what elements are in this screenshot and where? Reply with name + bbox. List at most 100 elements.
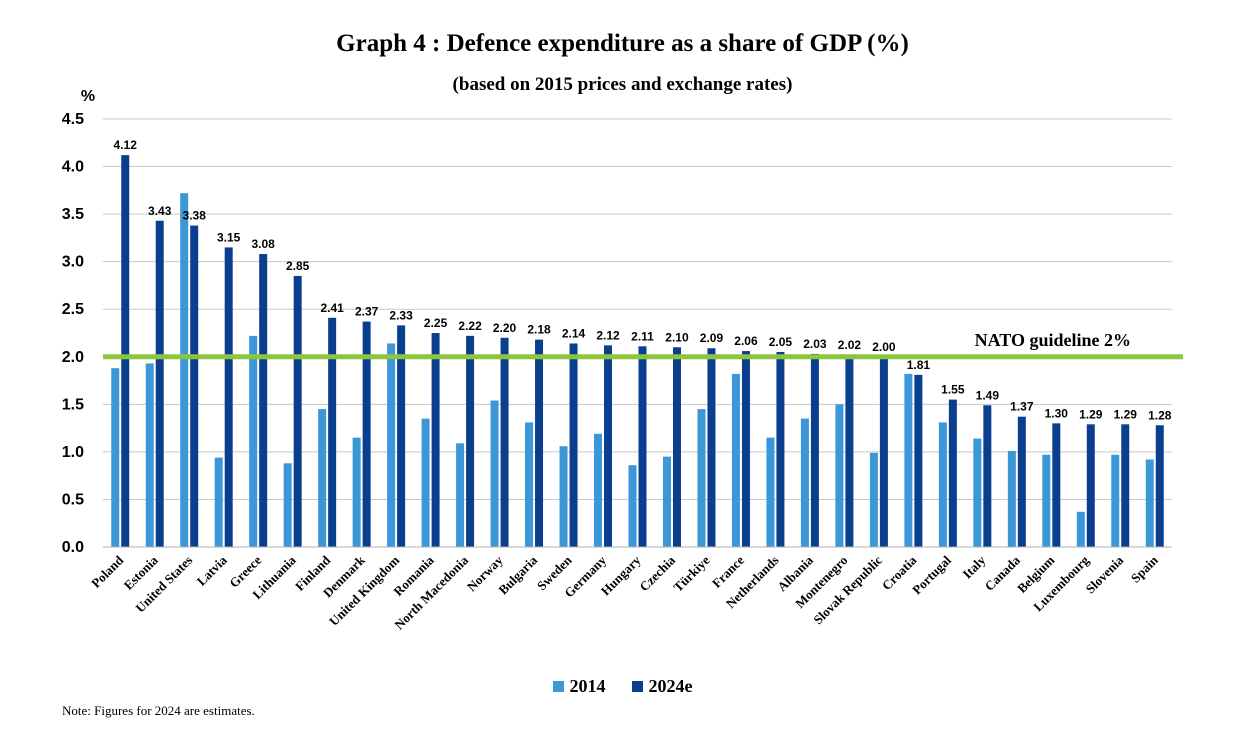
bar-2014 [249, 335, 258, 547]
bar-2014 [145, 363, 154, 547]
bar-2024e [948, 399, 957, 547]
legend-label-2024e: 2024e [648, 676, 693, 696]
data-label-2024e: 2.00 [872, 340, 896, 354]
data-label-2024e: 1.29 [1079, 407, 1103, 421]
bar-2024e [672, 347, 681, 547]
bar-2024e [500, 337, 509, 547]
bar-2014 [1145, 459, 1154, 547]
data-label-2024e: 2.18 [527, 323, 551, 337]
data-label-2024e: 3.15 [217, 230, 241, 244]
chart-subtitle: (based on 2015 prices and exchange rates… [452, 74, 793, 95]
bar-2024e [1017, 416, 1026, 547]
legend-item-2014: 2014 [552, 676, 606, 697]
category-label: Poland [88, 552, 127, 591]
data-label-2024e: 2.05 [769, 335, 793, 349]
y-tick-label: 2.0 [62, 349, 84, 366]
data-label-2024e: 1.81 [907, 358, 931, 372]
data-label-2024e: 2.09 [700, 331, 724, 345]
category-label: Bulgaria [495, 552, 540, 597]
bar-2014 [594, 433, 603, 547]
data-label-2024e: 2.02 [838, 338, 862, 352]
bar-2014 [731, 373, 740, 547]
category-label: Italy [959, 552, 988, 581]
legend-label-2014: 2014 [569, 676, 606, 696]
bar-2024e [362, 321, 371, 547]
category-label: Portugal [909, 552, 954, 597]
bar-2014 [835, 404, 844, 547]
y-tick-label: 2.5 [62, 301, 84, 318]
category-label: Czechia [636, 552, 678, 594]
data-label-2024e: 2.20 [493, 321, 517, 335]
bar-2014 [283, 463, 292, 547]
bar-2024e [259, 254, 268, 547]
y-tick-label: 4.5 [62, 111, 84, 128]
bar-2024e [155, 220, 164, 547]
legend-swatch-2024e [631, 681, 643, 692]
y-tick-label: 4.0 [62, 159, 84, 176]
bar-2014 [490, 400, 499, 547]
category-label: Türkiye [670, 552, 712, 594]
data-label-2024e: 2.41 [320, 301, 344, 315]
legend-item-2024e: 2024e [631, 676, 693, 697]
data-label-2024e: 3.43 [148, 204, 172, 218]
bar-2014 [904, 373, 913, 547]
data-label-2024e: 3.08 [251, 237, 275, 251]
bar-2024e [845, 354, 854, 547]
bar-2024e [121, 155, 130, 548]
category-label: Spain [1128, 552, 1162, 586]
bar-2024e [879, 356, 888, 547]
chart-title: Graph 4 : Defence expenditure as a share… [336, 30, 909, 57]
data-label-2024e: 2.10 [665, 330, 689, 344]
bar-2024e [983, 405, 992, 547]
bar-2024e [810, 353, 819, 547]
bar-2014 [456, 443, 465, 547]
bar-2024e [1121, 424, 1130, 547]
data-label-2024e: 2.85 [286, 259, 310, 273]
bar-2024e [776, 352, 785, 547]
bar-2014 [387, 343, 396, 547]
bar-2024e [604, 345, 613, 547]
data-label-2024e: 2.14 [562, 326, 586, 340]
data-label-2024e: 2.25 [424, 316, 448, 330]
data-label-2024e: 2.11 [631, 329, 654, 343]
y-tick-label: 1.5 [62, 396, 84, 413]
bar-2014 [352, 437, 361, 547]
bar-2024e [741, 351, 750, 547]
bar-2024e [431, 333, 440, 547]
bar-2024e [293, 275, 302, 547]
bar-2024e [466, 335, 475, 547]
y-tick-label: 3.5 [62, 206, 84, 223]
bar-2024e [1155, 425, 1164, 547]
bar-2024e [707, 348, 716, 547]
bar-2024e [190, 225, 199, 547]
data-label-2024e: 2.33 [389, 308, 413, 322]
y-tick-label: 1.0 [62, 444, 84, 461]
category-label: Latvia [194, 552, 230, 588]
data-label-2024e: 2.06 [734, 334, 758, 348]
data-label-2024e: 1.55 [941, 383, 965, 397]
data-label-2024e: 2.12 [596, 328, 620, 342]
bar-2014 [1111, 454, 1120, 547]
bar-2014 [318, 409, 327, 547]
data-label-2024e: 1.28 [1148, 408, 1172, 422]
bar-2014 [766, 437, 775, 547]
y-tick-label: 0.5 [62, 491, 84, 508]
bar-2014 [800, 418, 809, 547]
bar-2014 [973, 438, 982, 547]
bar-2014 [111, 368, 120, 547]
bar-2014 [662, 456, 671, 547]
data-label-2024e: 1.37 [1010, 400, 1034, 414]
bar-2014 [525, 422, 534, 547]
data-label-2024e: 2.37 [355, 305, 379, 319]
bar-2024e [1086, 424, 1095, 547]
nato-guideline-label: NATO guideline 2% [975, 330, 1131, 350]
bar-2024e [535, 339, 544, 547]
bar-2024e [638, 346, 647, 547]
bar-2014 [421, 418, 430, 547]
bar-2024e [224, 247, 233, 547]
bar-2014 [869, 452, 878, 547]
data-label-2024e: 4.12 [114, 138, 138, 152]
chart-legend: 2014 2024e [0, 676, 1245, 697]
bar-2014 [697, 409, 706, 547]
